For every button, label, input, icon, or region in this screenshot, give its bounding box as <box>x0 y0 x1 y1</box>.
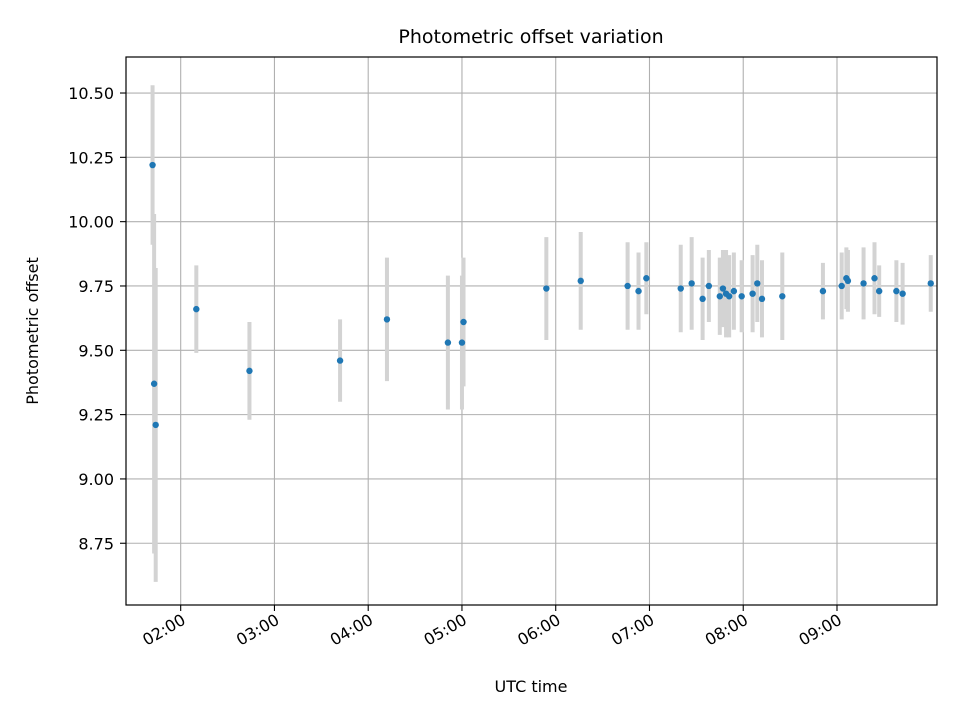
data-point <box>460 318 467 326</box>
y-tick-label: 10.00 <box>68 213 114 232</box>
data-point <box>193 305 200 313</box>
data-point <box>705 282 713 290</box>
data-point <box>383 316 391 323</box>
data-point <box>444 339 452 346</box>
data-point <box>819 287 827 295</box>
data-point <box>336 357 344 364</box>
data-point <box>754 280 761 287</box>
data-point <box>927 280 934 287</box>
data-point <box>149 161 156 169</box>
data-point <box>246 367 253 375</box>
plot-frame <box>125 56 938 606</box>
data-point <box>844 277 852 285</box>
data-point <box>688 280 695 287</box>
y-tick-label: 8.75 <box>78 534 114 553</box>
data-point <box>875 287 883 295</box>
data-point <box>838 282 845 290</box>
y-axis-ticks: 8.75 9.00 9.25 9.50 9.75 10.00 10.25 10.50 <box>68 84 126 553</box>
data-point <box>860 280 867 287</box>
data-points <box>149 161 934 429</box>
data-point <box>871 275 878 282</box>
x-axis-label: UTC time <box>495 677 568 696</box>
data-point <box>643 275 650 282</box>
chart-title: Photometric offset variation <box>398 26 663 48</box>
y-tick-label: 9.00 <box>78 470 114 489</box>
data-point <box>730 287 738 295</box>
data-point <box>758 295 766 303</box>
data-point <box>738 293 745 300</box>
data-point <box>779 293 786 300</box>
data-point <box>635 287 642 295</box>
data-point <box>543 285 550 292</box>
y-tick-label: 9.25 <box>78 406 114 425</box>
data-point <box>152 421 159 429</box>
data-point <box>458 339 466 346</box>
data-point <box>719 285 727 292</box>
data-point <box>749 290 756 297</box>
y-tick-label: 10.25 <box>68 148 114 167</box>
data-point <box>716 293 723 300</box>
y-axis-label: Photometric offset <box>23 257 42 405</box>
data-point <box>699 295 706 303</box>
data-point <box>577 277 584 285</box>
y-tick-label: 10.50 <box>68 84 114 103</box>
y-tick-label: 9.75 <box>78 277 114 296</box>
data-point <box>150 380 158 387</box>
data-point <box>893 287 900 295</box>
data-point <box>677 285 684 292</box>
y-tick-label: 9.50 <box>78 341 114 360</box>
data-point <box>899 290 906 297</box>
data-point <box>624 282 631 290</box>
grid <box>126 57 937 605</box>
data-point <box>725 293 733 300</box>
